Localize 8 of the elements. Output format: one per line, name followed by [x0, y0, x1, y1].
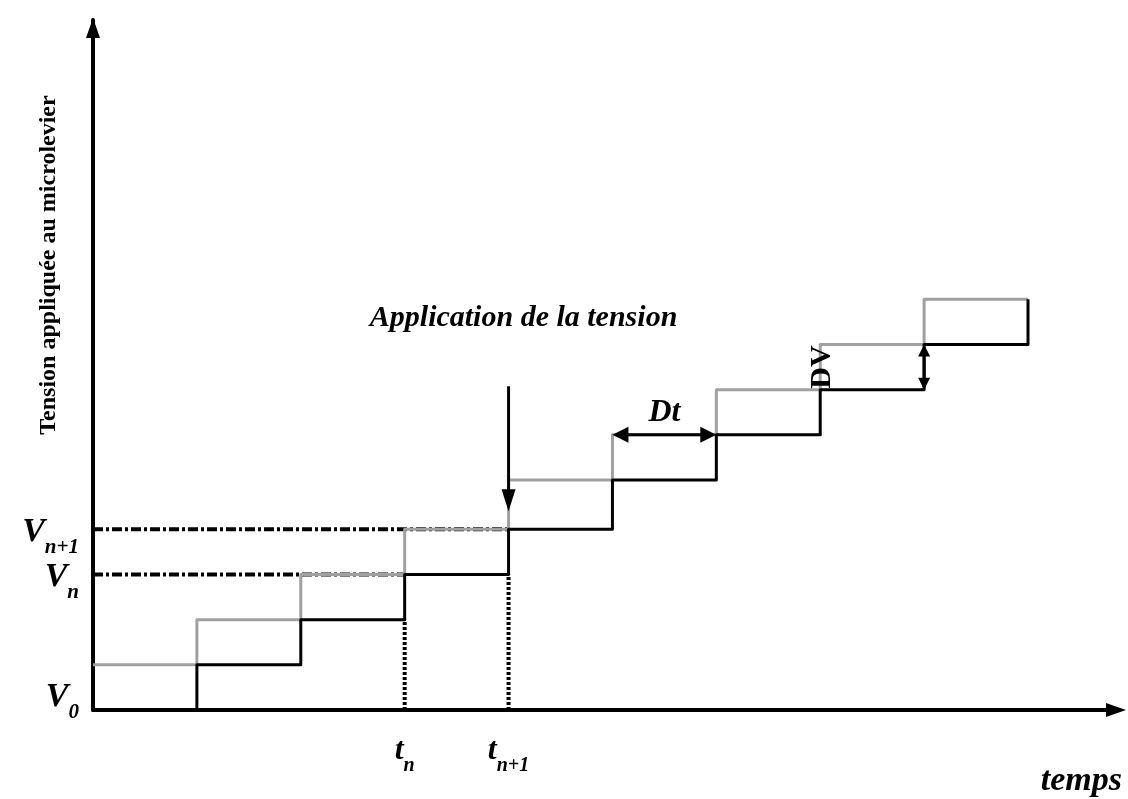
annotation: Application de la tension: [367, 299, 678, 333]
ref-line-label: V$_{n+1}$: [22, 511, 79, 559]
ref-line-label: V$_{n}$: [44, 556, 79, 604]
annotation: Dt: [647, 391, 682, 428]
annotation: DV: [803, 345, 837, 389]
y-axis-title: Tension appliquée au microlevier: [34, 94, 60, 435]
text: V$_{0}$: [45, 676, 80, 723]
x-axis-title: temps: [1040, 760, 1122, 797]
